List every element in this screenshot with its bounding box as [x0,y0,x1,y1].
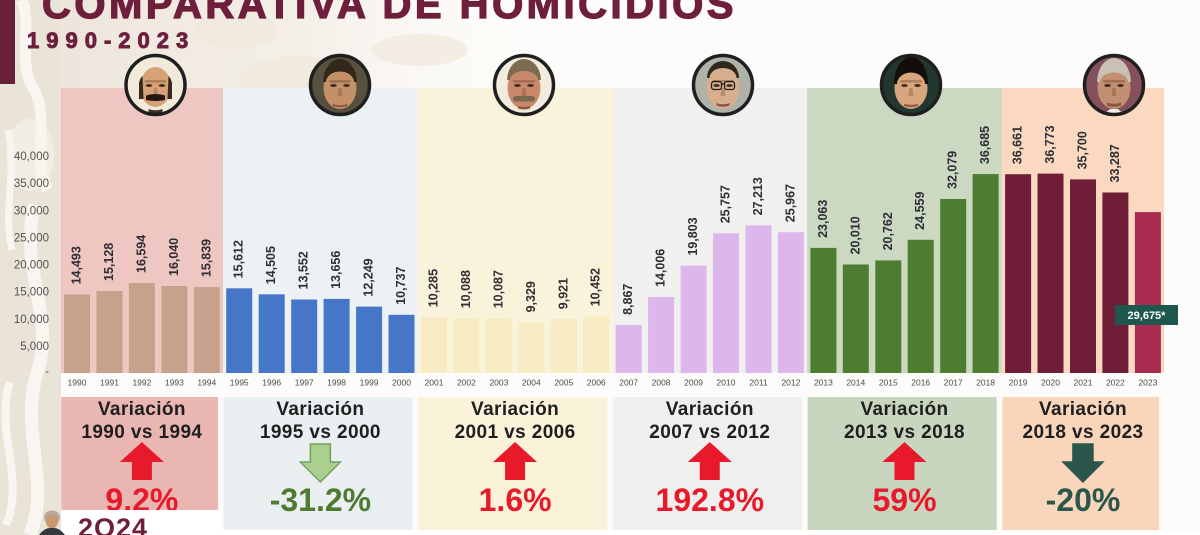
svg-text:2001 vs 2006: 2001 vs 2006 [455,422,576,443]
svg-text:Variación: Variación [1039,399,1127,420]
svg-text:20,000: 20,000 [14,260,49,272]
svg-text:25,757: 25,757 [719,185,733,223]
svg-text:15,000: 15,000 [14,287,49,299]
svg-text:10,285: 10,285 [427,269,441,307]
svg-text:2008: 2008 [652,378,671,388]
svg-text:2003: 2003 [489,378,508,388]
svg-text:1991: 1991 [100,378,119,388]
svg-text:23,063: 23,063 [816,200,830,238]
svg-text:14,493: 14,493 [70,246,84,284]
svg-text:2012: 2012 [781,378,800,388]
svg-text:-20%: -20% [1046,482,1121,518]
svg-text:Variación: Variación [98,399,186,420]
svg-text:10,087: 10,087 [491,270,505,308]
svg-text:2006: 2006 [587,378,606,388]
svg-text:2018 vs 2023: 2018 vs 2023 [1022,422,1143,443]
svg-text:1999: 1999 [360,378,379,388]
svg-text:2021: 2021 [1074,378,1093,388]
svg-text:2015: 2015 [879,378,898,388]
svg-text:9,329: 9,329 [524,281,538,312]
svg-text:2023: 2023 [1138,378,1157,388]
svg-text:16,594: 16,594 [134,235,148,273]
svg-text:10,737: 10,737 [394,267,408,305]
svg-text:15,839: 15,839 [199,239,213,277]
svg-text:13,656: 13,656 [329,251,343,289]
svg-text:24,559: 24,559 [913,192,927,230]
svg-text:-31.2%: -31.2% [270,482,371,518]
svg-text:30,000: 30,000 [14,205,49,217]
svg-text:2020: 2020 [1041,378,1060,388]
svg-text:33,287: 33,287 [1108,144,1122,182]
svg-text:2007: 2007 [619,378,638,388]
svg-text:2017: 2017 [944,378,963,388]
svg-text:1994: 1994 [197,378,216,388]
svg-text:2014: 2014 [846,378,865,388]
svg-text:25,967: 25,967 [783,184,797,222]
svg-text:2013 vs 2018: 2013 vs 2018 [844,422,965,443]
svg-text:36,773: 36,773 [1043,125,1057,163]
svg-text:35,000: 35,000 [14,178,49,190]
svg-text:1990: 1990 [68,378,87,388]
svg-text:14,006: 14,006 [654,249,668,287]
svg-text:12,249: 12,249 [362,258,376,296]
svg-text:Variación: Variación [860,399,948,420]
svg-text:1998: 1998 [327,378,346,388]
svg-text:2000: 2000 [392,378,411,388]
svg-text:15,612: 15,612 [232,240,246,278]
svg-text:1990 vs 1994: 1990 vs 1994 [81,422,202,443]
svg-text:2010: 2010 [717,378,736,388]
svg-text:2007 vs 2012: 2007 vs 2012 [649,422,770,443]
svg-text:1995: 1995 [230,378,249,388]
svg-text:13,552: 13,552 [297,251,311,289]
svg-text:2O24: 2O24 [78,513,148,535]
svg-text:20,010: 20,010 [848,216,862,254]
svg-text:25,000: 25,000 [14,232,49,244]
svg-text:-: - [45,366,49,378]
svg-text:36,661: 36,661 [1011,126,1025,164]
svg-text:Variación: Variación [666,399,754,420]
svg-text:2004: 2004 [522,378,541,388]
svg-text:59%: 59% [872,482,936,518]
svg-text:36,685: 36,685 [978,126,992,164]
svg-text:1993: 1993 [165,378,184,388]
svg-text:2011: 2011 [749,378,768,388]
svg-text:2001: 2001 [425,378,444,388]
svg-text:5,000: 5,000 [20,341,49,353]
svg-text:10,000: 10,000 [14,314,49,326]
svg-text:8,867: 8,867 [621,284,635,315]
svg-text:192.8%: 192.8% [656,482,765,518]
svg-text:32,079: 32,079 [946,151,960,189]
svg-text:1992: 1992 [132,378,151,388]
svg-text:9,921: 9,921 [556,278,570,309]
svg-text:10,452: 10,452 [589,268,603,306]
svg-text:2022: 2022 [1106,378,1125,388]
svg-text:Variación: Variación [276,399,364,420]
svg-text:1996: 1996 [262,378,281,388]
svg-text:2009: 2009 [684,378,703,388]
svg-text:2016: 2016 [911,378,930,388]
svg-text:2005: 2005 [554,378,573,388]
svg-text:19,803: 19,803 [686,217,700,255]
svg-text:2013: 2013 [814,378,833,388]
svg-text:20,762: 20,762 [881,212,895,250]
svg-text:1990-2023: 1990-2023 [27,28,195,53]
svg-text:10,088: 10,088 [459,270,473,308]
svg-text:Variación: Variación [471,399,559,420]
svg-text:1995 vs 2000: 1995 vs 2000 [260,422,381,443]
svg-text:29,675*: 29,675* [1128,310,1167,322]
svg-text:40,000: 40,000 [14,151,49,163]
svg-text:2002: 2002 [457,378,476,388]
svg-text:14,505: 14,505 [264,246,278,284]
svg-text:27,213: 27,213 [751,177,765,215]
svg-text:1997: 1997 [295,378,314,388]
svg-text:2018: 2018 [976,378,995,388]
svg-text:1.6%: 1.6% [479,482,552,518]
svg-text:COMPARATIVA DE HOMICIDIOS: COMPARATIVA DE HOMICIDIOS [42,0,737,27]
svg-text:16,040: 16,040 [167,238,181,276]
svg-text:35,700: 35,700 [1076,131,1090,169]
svg-text:15,128: 15,128 [102,243,116,281]
svg-text:2019: 2019 [1009,378,1028,388]
